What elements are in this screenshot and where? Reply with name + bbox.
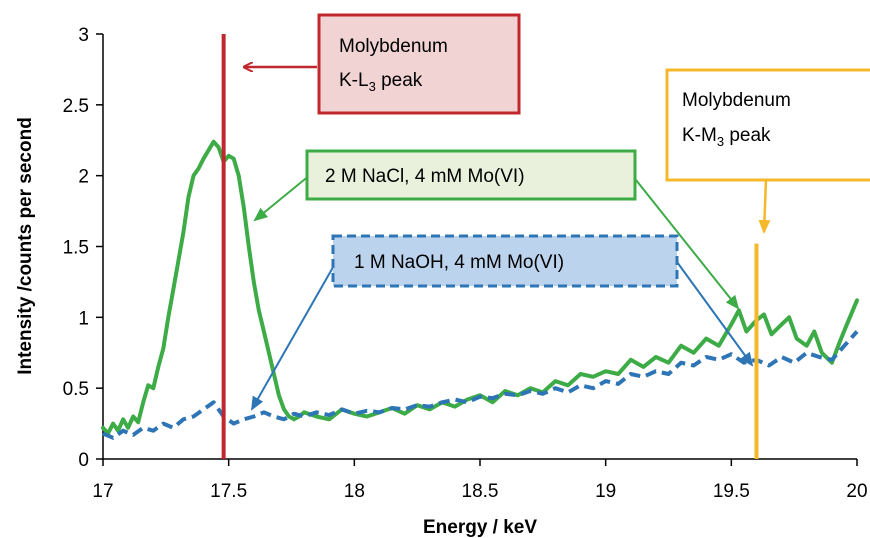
mo-l3-box	[317, 13, 521, 115]
mo-m3-box	[665, 68, 870, 182]
mo-l3-line2: K-L3 peak	[339, 70, 423, 94]
mo-l3-line1: Molybdenum	[339, 36, 448, 57]
mo-m3-line1: Molybdenum	[682, 90, 791, 111]
x-tick-label: 19	[595, 481, 616, 502]
mo-m3-annotation: Molybdenum K-M3 peak	[665, 68, 870, 182]
nacl-annotation: 2 M NaCl, 4 mM Mo(VI)	[305, 149, 637, 201]
x-tick-label: 17.5	[210, 481, 247, 502]
x-tick-label: 20	[846, 481, 867, 502]
naoh-arrow-left	[251, 261, 337, 411]
y-tick-label: 2.5	[63, 96, 89, 117]
y-axis-title: Intensity /counts per second	[15, 117, 36, 375]
nacl-series-line	[101, 139, 859, 436]
naoh-box	[331, 234, 679, 288]
y-tick-label: 3	[78, 25, 89, 46]
x-tick-label: 19.5	[713, 481, 750, 502]
x-tick-label: 18	[344, 481, 365, 502]
y-tick-label: 0	[78, 450, 89, 471]
nacl-box	[305, 149, 637, 201]
x-tick-label: 18.5	[462, 481, 499, 502]
naoh-series-line	[102, 330, 859, 440]
series-layer	[101, 139, 859, 440]
naoh-annotation: 1 M NaOH, 4 mM Mo(VI)	[331, 234, 679, 288]
nacl-arrow-left	[253, 174, 311, 222]
naoh-arrow-right	[676, 261, 754, 367]
nacl-arrow-right	[631, 174, 740, 310]
x-ticks: 17 17.5 18 18.5 19 19.5 20	[92, 459, 868, 502]
nacl-label: 2 M NaCl, 4 mM Mo(VI)	[325, 166, 525, 187]
y-tick-label: 2	[78, 167, 89, 188]
y-tick-label: 1.5	[63, 238, 89, 259]
y-tick-label: 0.5	[63, 379, 89, 400]
y-ticks: 0 0.5 1 1.5 2 2.5 3	[63, 25, 103, 471]
x-axis-title: Energy / keV	[423, 517, 537, 538]
mo-m3-line2: K-M3 peak	[682, 125, 771, 149]
mo-l3-annotation: Molybdenum K-L3 peak	[317, 13, 521, 115]
annotation-arrows	[244, 67, 771, 411]
x-tick-label: 17	[92, 481, 113, 502]
peak-lines	[221, 34, 759, 459]
y-tick-label: 1	[78, 308, 89, 329]
naoh-label: 1 M NaOH, 4 mM Mo(VI)	[354, 252, 564, 273]
